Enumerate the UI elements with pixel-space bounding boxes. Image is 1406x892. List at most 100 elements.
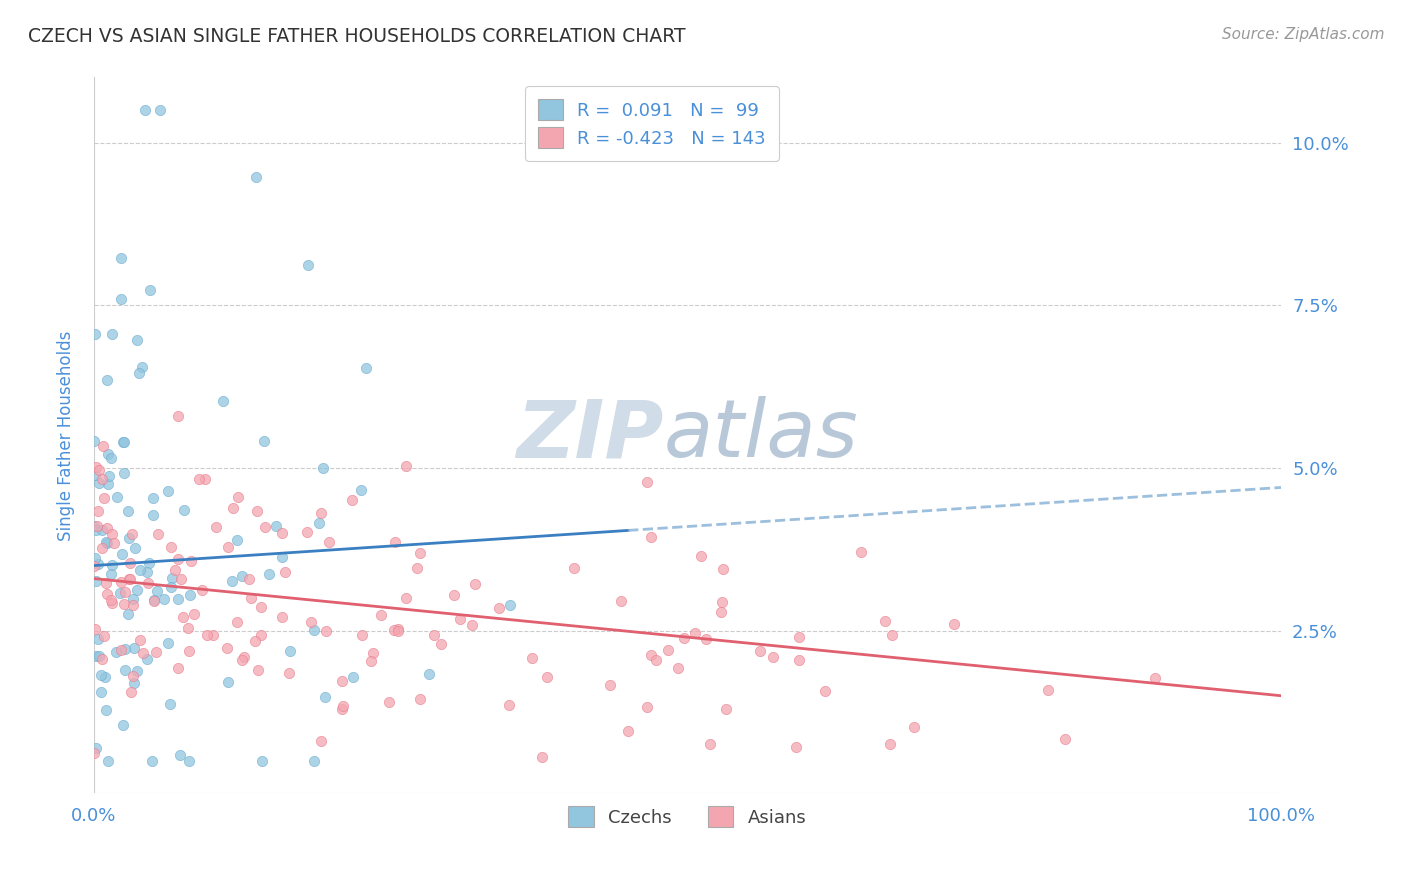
Point: [96, 521, 118, 535]
Point: [172, 609, 194, 624]
Point: [83, 518, 105, 533]
Point: [110, 575, 132, 590]
Point: [167, 551, 190, 566]
Point: [249, 628, 271, 642]
Point: [122, 641, 145, 656]
Point: [96, 373, 118, 387]
Point: [695, 632, 717, 646]
Point: [249, 599, 271, 614]
Point: [180, 554, 202, 568]
Point: [330, 673, 353, 688]
Point: [111, 547, 134, 561]
Point: [308, 516, 330, 531]
Point: [87, 557, 110, 571]
Point: [673, 631, 696, 645]
Point: [128, 366, 150, 380]
Point: [100, 592, 122, 607]
Point: [318, 535, 340, 549]
Point: [93, 629, 115, 643]
Point: [83, 467, 105, 482]
Point: [225, 615, 247, 629]
Point: [202, 628, 225, 642]
Point: [498, 698, 520, 712]
Point: [387, 623, 409, 637]
Point: [84, 327, 107, 342]
Point: [110, 293, 132, 307]
Point: [195, 628, 218, 642]
Point: [1143, 671, 1166, 685]
Point: [125, 664, 148, 678]
Point: [710, 606, 733, 620]
Point: [136, 576, 159, 591]
Point: [395, 591, 418, 605]
Point: [789, 653, 811, 667]
Point: [330, 702, 353, 716]
Point: [690, 549, 713, 563]
Point: [332, 698, 354, 713]
Point: [562, 561, 585, 575]
Point: [245, 634, 267, 648]
Point: [112, 435, 135, 450]
Point: [89, 649, 111, 664]
Point: [787, 630, 810, 644]
Text: ZIP: ZIP: [516, 396, 664, 475]
Point: [685, 625, 707, 640]
Point: [1053, 732, 1076, 747]
Point: [1036, 683, 1059, 698]
Point: [91, 541, 114, 556]
Point: [270, 610, 292, 624]
Text: Source: ZipAtlas.com: Source: ZipAtlas.com: [1222, 27, 1385, 42]
Point: [278, 644, 301, 658]
Point: [100, 450, 122, 465]
Point: [97, 476, 120, 491]
Point: [640, 648, 662, 662]
Point: [131, 359, 153, 374]
Point: [166, 661, 188, 675]
Point: [156, 636, 179, 650]
Point: [91, 523, 114, 537]
Point: [221, 574, 243, 588]
Point: [395, 459, 418, 474]
Point: [87, 475, 110, 490]
Point: [360, 653, 382, 667]
Point: [443, 588, 465, 602]
Point: [309, 506, 332, 520]
Point: [84, 649, 107, 664]
Point: [145, 584, 167, 599]
Point: [101, 596, 124, 610]
Point: [83, 623, 105, 637]
Point: [617, 723, 640, 738]
Point: [131, 646, 153, 660]
Point: [699, 737, 721, 751]
Point: [187, 472, 209, 486]
Point: [167, 409, 190, 423]
Point: [231, 653, 253, 667]
Text: atlas: atlas: [664, 396, 859, 475]
Point: [215, 640, 238, 655]
Point: [406, 561, 429, 575]
Point: [488, 601, 510, 615]
Point: [644, 653, 666, 667]
Point: [111, 718, 134, 732]
Point: [253, 434, 276, 448]
Point: [142, 491, 165, 505]
Point: [309, 733, 332, 747]
Point: [177, 754, 200, 768]
Point: [122, 599, 145, 613]
Point: [94, 575, 117, 590]
Point: [179, 588, 201, 602]
Point: [90, 668, 112, 682]
Point: [121, 526, 143, 541]
Point: [84, 574, 107, 589]
Point: [302, 754, 325, 768]
Point: [152, 592, 174, 607]
Point: [84, 459, 107, 474]
Point: [83, 558, 105, 573]
Point: [710, 594, 733, 608]
Point: [536, 670, 558, 684]
Point: [194, 472, 217, 486]
Point: [377, 696, 399, 710]
Point: [599, 678, 621, 692]
Point: [880, 628, 903, 642]
Point: [145, 645, 167, 659]
